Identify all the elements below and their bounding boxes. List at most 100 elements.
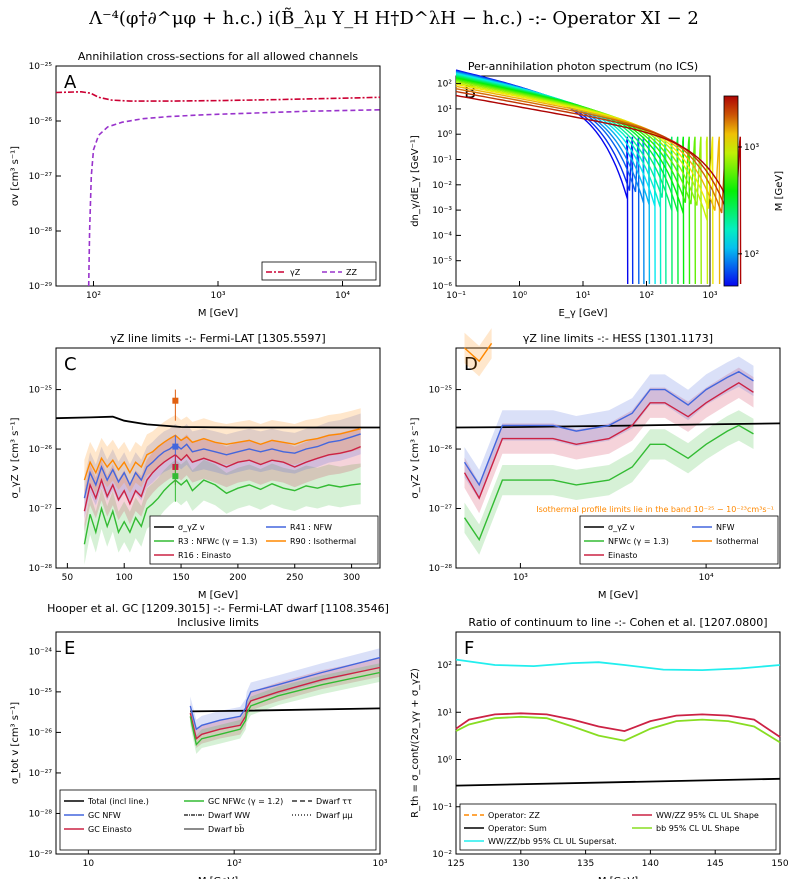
colorbar: [723, 95, 739, 287]
spectrum-line: [455, 88, 728, 285]
y-tick-label: 10⁻²⁸: [29, 809, 53, 819]
series-ZZ: [87, 109, 381, 287]
series-line: [190, 707, 381, 713]
x-axis-label: M [GeV]: [198, 876, 238, 879]
y-axis-label: dn_γ/dE_γ [GeV⁻¹]: [410, 135, 421, 227]
legend-label: Operator: Sum: [488, 824, 547, 833]
y-tick-label: 10²: [437, 661, 452, 671]
plot-frame: [55, 631, 381, 855]
colorbar-tick-label: 10³: [744, 143, 759, 153]
x-tick-label: 125: [447, 859, 464, 869]
panel-letter: F: [464, 638, 474, 659]
x-axis-label: M [GeV]: [198, 590, 238, 601]
x-tick-label: 10²: [639, 291, 654, 301]
panel-C: γZ line limits -:- Fermi-LAT [1305.5597]…: [10, 332, 381, 601]
y-tick-label: 10⁻²⁶: [29, 117, 53, 127]
legend-label: R16 : Einasto: [178, 551, 231, 560]
legend-label: GC NFW: [88, 811, 121, 820]
y-tick-label: 10⁻²⁵: [29, 62, 53, 72]
x-axis-label: E_γ [GeV]: [559, 308, 608, 319]
y-tick-label: 10⁰: [437, 756, 452, 766]
y-tick-label: 10⁻²⁷: [29, 769, 53, 779]
series-line: [189, 671, 381, 747]
panel-title: Per-annihilation photon spectrum (no ICS…: [468, 60, 698, 73]
legend: [459, 803, 777, 851]
uncertainty-band: [464, 328, 492, 377]
x-tick-label: 250: [286, 573, 303, 583]
uncertainty-band: [464, 367, 754, 514]
legend: [261, 261, 377, 281]
annotation-note: Isothermal profile limits lie in the ban…: [536, 505, 774, 514]
y-tick-label: 10⁻²⁷: [429, 505, 453, 515]
x-tick-label: 50: [62, 573, 74, 583]
panel-A: Annihilation cross-sections for all allo…: [10, 50, 381, 319]
legend-label: R41 : NFW: [290, 523, 332, 532]
y-tick-label: 10⁻²⁷: [29, 505, 53, 515]
y-tick-label: 10⁻²⁵: [29, 386, 53, 396]
legend: [59, 789, 377, 851]
y-tick-label: 10⁻¹: [432, 156, 452, 166]
y-tick-label: 10⁻²⁵: [29, 688, 53, 698]
panel-letter: C: [64, 354, 77, 375]
y-tick-label: 10⁻²⁵: [429, 386, 453, 396]
x-axis-label: M [GeV]: [598, 590, 638, 601]
series-line: [455, 777, 781, 787]
x-tick-label: 10²: [86, 291, 101, 301]
series-line: [455, 712, 781, 738]
x-tick-label: 135: [577, 859, 594, 869]
y-tick-label: 10⁻²⁹: [29, 282, 53, 292]
series-line: [463, 370, 754, 487]
panel-title: γZ line limits -:- Fermi-LAT [1305.5597]: [110, 332, 325, 345]
legend-label: WW/ZZ/bb 95% CL UL Supersat.: [488, 837, 617, 846]
x-tick-label: 145: [707, 859, 724, 869]
x-axis-label: M [GeV]: [598, 876, 638, 879]
legend-label: Einasto: [608, 551, 638, 560]
series-line: [55, 415, 380, 429]
plot-frame: [55, 347, 381, 569]
legend-label: GC NFWc (γ = 1.2): [208, 797, 283, 806]
panel-D: γZ line limits -:- HESS [1301.1173] D M [G…: [410, 328, 781, 601]
uncertainty-band: [464, 356, 754, 500]
y-axis-label: σv [cm³ s⁻¹]: [10, 146, 21, 206]
x-tick-label: 10³: [372, 859, 387, 869]
data-point: [172, 397, 179, 404]
x-tick-label: 10¹: [575, 291, 590, 301]
legend-label: γZ: [290, 268, 301, 277]
legend: [579, 515, 779, 565]
panel-title: Ratio of continuum to line -:- Cohen et …: [468, 616, 767, 629]
x-tick-label: 200: [229, 573, 246, 583]
legend-label: Dwarf μμ: [316, 811, 352, 820]
legend-label: WW/ZZ 95% CL UL Shape: [656, 811, 759, 820]
panel-title: γZ line limits -:- HESS [1301.1173]: [523, 332, 713, 345]
x-tick-label: 100: [116, 573, 133, 583]
legend-label: R90 : Isothermal: [290, 537, 356, 546]
y-tick-label: 10⁻²⁶: [29, 728, 53, 738]
spectrum-line: [455, 83, 714, 285]
y-tick-label: 10⁻²⁷: [29, 172, 53, 182]
legend-label: σ_γZ v: [178, 523, 205, 532]
y-tick-label: 10¹: [437, 105, 452, 115]
panel-letter: A: [64, 72, 77, 93]
series-line: [463, 381, 754, 500]
legend-label: NFW: [716, 523, 735, 532]
y-tick-label: 10⁻²⁶: [429, 445, 453, 455]
y-tick-label: 10⁻²⁸: [429, 564, 453, 574]
y-tick-label: 10⁻²⁹: [29, 850, 53, 860]
series-line: [83, 428, 361, 481]
y-tick-label: 10⁻²⁸: [29, 227, 53, 237]
spectrum-line: [455, 80, 702, 285]
y-tick-label: 10⁰: [437, 130, 452, 140]
y-tick-label: 10⁻¹: [432, 803, 452, 813]
x-tick-label: 10⁻¹: [446, 291, 466, 301]
data-point: [172, 473, 179, 480]
x-axis-label: M [GeV]: [198, 308, 238, 319]
x-tick-label: 10³: [210, 291, 225, 301]
x-tick-label: 10: [83, 859, 95, 869]
series-line: [83, 433, 361, 499]
panel-title: Inclusive limits: [177, 616, 259, 629]
legend-label: ZZ: [346, 268, 357, 277]
x-tick-label: 10³: [702, 291, 717, 301]
legend-label: Operator: ZZ: [488, 811, 540, 820]
colorbar-label: M [GeV]: [774, 171, 785, 211]
panels: Annihilation cross-sections for all allo…: [10, 50, 789, 879]
